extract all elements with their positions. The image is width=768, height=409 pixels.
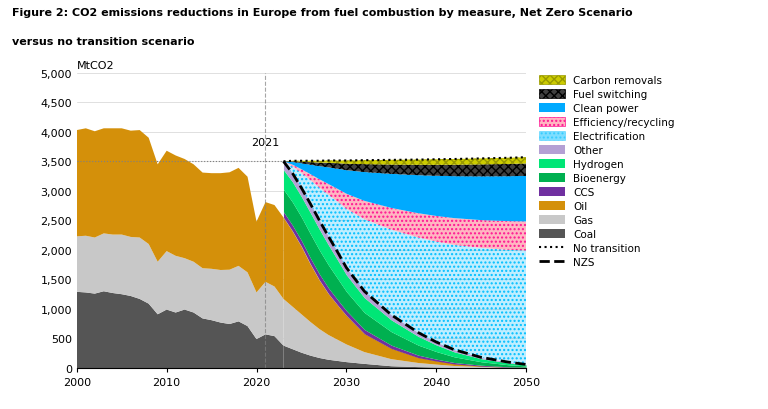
- Text: Figure 2: CO2 emissions reductions in Europe from fuel combustion by measure, Ne: Figure 2: CO2 emissions reductions in Eu…: [12, 8, 632, 18]
- Text: MtCO2: MtCO2: [77, 61, 114, 71]
- Legend: Carbon removals, Fuel switching, Clean power, Efficiency/recycling, Electrificat: Carbon removals, Fuel switching, Clean p…: [536, 73, 678, 270]
- Text: versus no transition scenario: versus no transition scenario: [12, 37, 194, 47]
- Text: 2021: 2021: [251, 137, 280, 147]
